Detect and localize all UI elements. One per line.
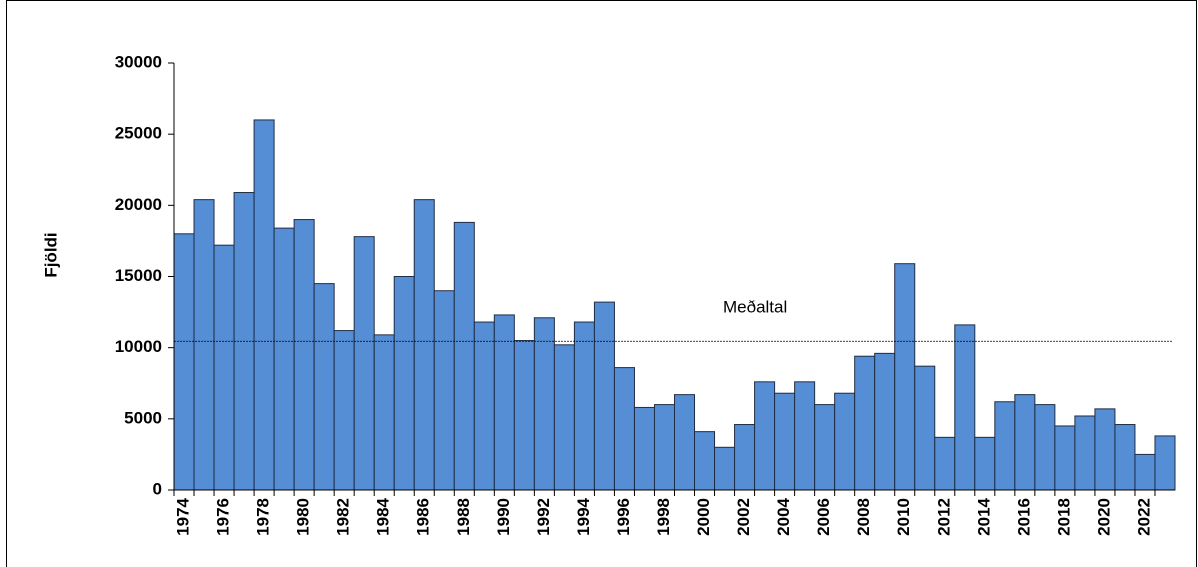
x-tick-label: 2012 xyxy=(934,498,953,536)
bar xyxy=(433,290,455,491)
bar xyxy=(1014,394,1036,491)
bar xyxy=(814,404,836,491)
bar xyxy=(173,233,195,491)
x-tick-label: 1990 xyxy=(494,498,513,536)
bar xyxy=(613,367,635,491)
bar xyxy=(974,436,996,491)
y-axis-label: Fjöldi xyxy=(41,232,60,277)
bar xyxy=(1074,415,1096,491)
bar xyxy=(593,301,615,491)
bar xyxy=(573,321,595,491)
x-tick-label: 1998 xyxy=(654,498,673,536)
y-tick-label: 20000 xyxy=(115,195,162,214)
y-tick-label: 10000 xyxy=(115,337,162,356)
bar xyxy=(1134,453,1156,491)
x-tick-label: 2020 xyxy=(1094,498,1113,536)
bar xyxy=(333,330,355,491)
bar xyxy=(473,321,495,491)
x-tick-label: 2016 xyxy=(1014,498,1033,536)
bar xyxy=(994,401,1016,491)
mean-label: Meðaltal xyxy=(723,298,787,317)
y-tick-label: 5000 xyxy=(124,408,162,427)
bar xyxy=(1054,425,1076,491)
bar xyxy=(934,436,956,491)
bar xyxy=(874,352,896,491)
x-tick-label: 2004 xyxy=(774,497,793,535)
bar xyxy=(453,221,475,491)
chart-border xyxy=(6,0,1197,567)
bar xyxy=(253,119,275,491)
bar xyxy=(513,340,535,491)
x-tick-label: 2002 xyxy=(734,498,753,536)
bar xyxy=(213,244,235,491)
x-tick-label: 1982 xyxy=(334,498,353,536)
y-tick-label: 30000 xyxy=(115,52,162,71)
bar xyxy=(293,219,315,491)
bar xyxy=(794,381,816,491)
bar xyxy=(353,236,375,491)
bar xyxy=(1094,408,1116,491)
bar xyxy=(1114,424,1136,491)
bar xyxy=(313,283,335,491)
bar xyxy=(774,392,796,491)
x-tick-label: 1994 xyxy=(574,497,593,535)
bar xyxy=(553,344,575,491)
bar xyxy=(533,317,555,491)
bar xyxy=(193,199,215,491)
x-tick-label: 2008 xyxy=(854,498,873,536)
x-tick-label: 1974 xyxy=(173,497,192,535)
x-tick-label: 2010 xyxy=(894,498,913,536)
x-tick-label: 2022 xyxy=(1134,498,1153,536)
bar xyxy=(694,431,716,491)
x-tick-label: 1992 xyxy=(534,498,553,536)
bar xyxy=(1034,404,1056,491)
x-tick-label: 1986 xyxy=(414,498,433,536)
x-tick-label: 1980 xyxy=(294,498,313,536)
x-tick-label: 2006 xyxy=(814,498,833,536)
bar xyxy=(373,334,395,491)
x-tick-label: 2000 xyxy=(694,498,713,536)
bar xyxy=(273,227,295,491)
bar xyxy=(1154,435,1176,491)
bar xyxy=(954,324,976,491)
bar xyxy=(854,355,876,491)
bar xyxy=(734,424,756,491)
bar xyxy=(754,381,776,491)
bar xyxy=(413,199,435,491)
bar xyxy=(894,263,916,491)
y-tick-label: 0 xyxy=(153,479,162,498)
x-tick-label: 1984 xyxy=(374,497,393,535)
bar xyxy=(674,394,696,491)
x-tick-label: 2014 xyxy=(974,497,993,535)
x-tick-label: 1988 xyxy=(454,498,473,536)
y-tick-label: 25000 xyxy=(115,124,162,143)
bar xyxy=(633,406,655,491)
x-tick-label: 2018 xyxy=(1054,498,1073,536)
x-tick-label: 1996 xyxy=(614,498,633,536)
bar xyxy=(914,365,936,491)
bar xyxy=(653,404,675,491)
x-tick-label: 1978 xyxy=(254,498,273,536)
x-tick-label: 1976 xyxy=(214,498,233,536)
bar xyxy=(393,276,415,491)
bar xyxy=(834,392,856,491)
y-tick-label: 15000 xyxy=(115,266,162,285)
bar xyxy=(714,446,736,491)
